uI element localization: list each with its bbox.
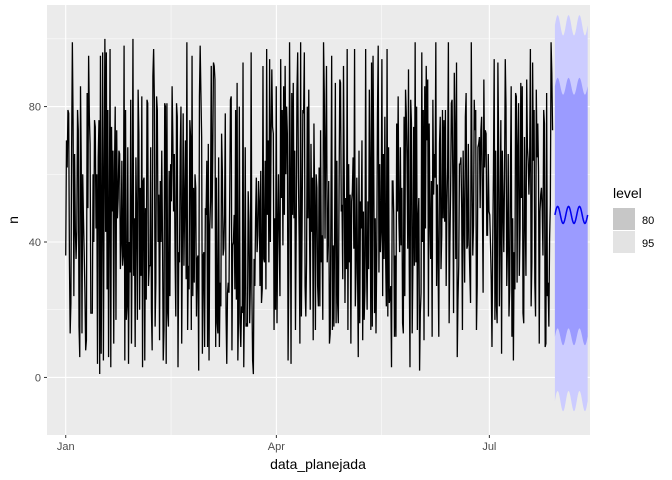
legend-title: level	[613, 185, 642, 201]
observed-series-line	[65, 38, 554, 375]
x-axis-title: data_planejada	[270, 456, 366, 472]
forecast-mean-line	[554, 205, 589, 225]
legend-label-80: 80	[642, 215, 654, 227]
y-axis-title: n	[5, 216, 21, 224]
legend-swatch-80	[613, 208, 635, 230]
y-tick-label: 0	[35, 372, 41, 384]
x-axis-ticks: Jan Apr Jul	[57, 435, 496, 453]
x-tick-label: Jul	[482, 441, 496, 453]
x-tick-label: Jan	[57, 441, 75, 453]
y-tick-label: 40	[29, 237, 41, 249]
x-tick-label: Apr	[268, 441, 285, 453]
legend: level 80 95	[613, 185, 654, 253]
legend-swatch-95	[613, 231, 635, 253]
y-axis-ticks: 0 40 80	[29, 102, 47, 384]
legend-label-95: 95	[642, 238, 654, 250]
y-tick-label: 80	[29, 102, 41, 114]
